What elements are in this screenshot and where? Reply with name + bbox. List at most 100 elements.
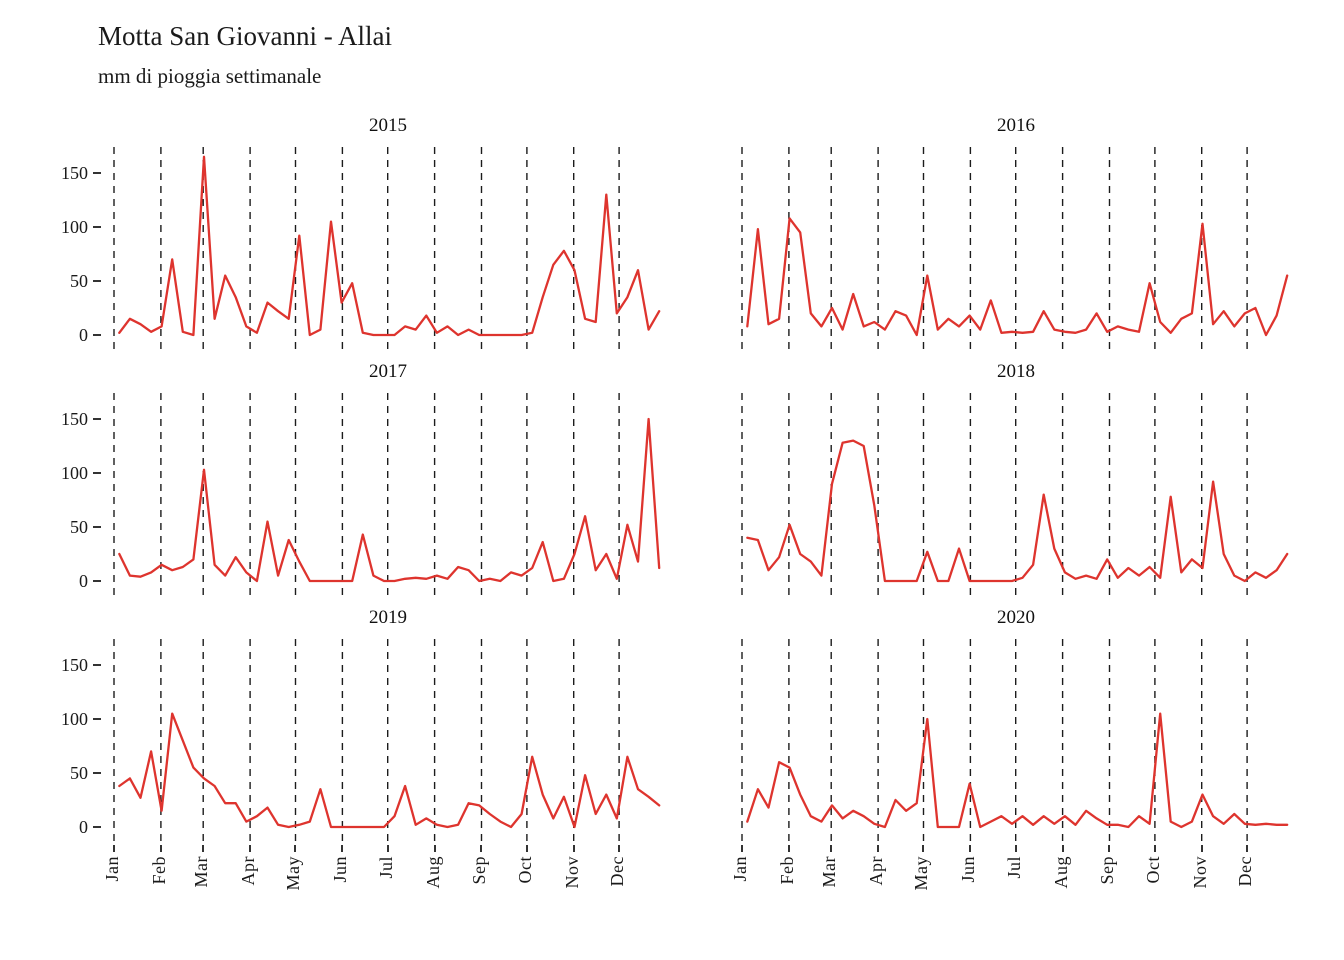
y-tick-mark	[93, 664, 101, 666]
x-tick-label-jul: Jul	[1003, 856, 1024, 879]
x-tick-label-sep: Sep	[469, 856, 490, 885]
facet-title-2019: 2019	[369, 607, 407, 628]
x-tick-mark	[572, 845, 575, 852]
x-axis-labels-left: Jan Feb Mar Apr May Jun Jul Aug Sep Oct Nov Dec	[102, 845, 674, 911]
spacer	[674, 353, 730, 391]
y-tick-mark	[93, 826, 101, 828]
x-tick-mark	[877, 845, 880, 852]
x-tick-mark	[787, 845, 790, 852]
x-tick-label-dec: Dec	[1235, 856, 1256, 887]
y-tick-label-50: 50	[70, 271, 88, 291]
facet-title-2018: 2018	[997, 361, 1035, 382]
rain-line-2019	[118, 712, 661, 829]
y-tick-mark	[93, 472, 101, 474]
facet-panel-2018	[741, 393, 1289, 595]
x-tick-mark	[741, 845, 743, 852]
y-tick-mark	[93, 772, 101, 774]
x-tick-mark	[386, 845, 389, 852]
rain-line-2016	[746, 217, 1289, 337]
spacer	[674, 391, 730, 599]
chart-subtitle: mm di pioggia settimanale	[98, 64, 322, 88]
x-tick-mark	[433, 845, 436, 852]
facet-panel-2020	[741, 639, 1289, 841]
x-tick-mark	[1200, 845, 1203, 852]
facet-title-2015: 2015	[369, 115, 407, 136]
x-tick-mark	[159, 845, 162, 852]
x-tick-label-aug: Aug	[422, 856, 443, 889]
x-tick-mark	[1108, 845, 1111, 852]
y-tick-label-0: 0	[79, 325, 88, 345]
x-tick-label-sep: Sep	[1097, 856, 1118, 885]
x-tick-label-jun: Jun	[330, 856, 351, 883]
x-tick-mark	[1061, 845, 1064, 852]
chart-title: Motta San Giovanni - Allai	[98, 21, 392, 51]
x-tick-label-apr: Apr	[238, 856, 259, 886]
facet-title-2017: 2017	[369, 361, 407, 382]
y-tick-mark	[93, 334, 101, 336]
x-tick-label-jun: Jun	[958, 856, 979, 883]
rain-line-2018	[746, 439, 1289, 583]
y-tick-label-150: 150	[61, 409, 88, 429]
x-tick-label-may: May	[911, 856, 932, 891]
x-tick-label-dec: Dec	[607, 856, 628, 887]
facet-title-2016: 2016	[997, 115, 1035, 136]
x-tick-mark	[830, 845, 833, 852]
y-tick-label-150: 150	[61, 163, 88, 183]
facet-grid: 2015 2016 0 50 100 150 2017 2018 0 50 100 150 …	[36, 103, 1314, 911]
x-tick-mark	[1246, 845, 1249, 852]
x-tick-label-apr: Apr	[866, 856, 887, 886]
x-tick-label-nov: Nov	[1189, 856, 1210, 889]
x-tick-label-jan: Jan	[730, 856, 750, 882]
facet-panel-2016	[741, 147, 1289, 349]
x-tick-mark	[525, 845, 528, 852]
rain-line-2015	[118, 155, 661, 337]
y-tick-label-100: 100	[61, 463, 88, 483]
x-tick-mark	[969, 845, 972, 852]
x-tick-mark	[1014, 845, 1017, 852]
x-tick-label-jul: Jul	[375, 856, 396, 879]
x-tick-label-aug: Aug	[1050, 856, 1071, 889]
y-tick-label-100: 100	[61, 709, 88, 729]
y-tick-mark	[93, 418, 101, 420]
x-tick-mark	[113, 845, 115, 852]
spacer	[36, 845, 102, 911]
rain-line-2020	[746, 712, 1289, 829]
y-tick-mark	[93, 526, 101, 528]
y-tick-label-100: 100	[61, 217, 88, 237]
x-tick-label-feb: Feb	[148, 856, 169, 885]
facet-panel-2019	[113, 639, 661, 841]
y-tick-mark	[93, 718, 101, 720]
spacer	[674, 103, 730, 145]
spacer	[674, 145, 730, 353]
rain-line-2017	[118, 417, 661, 583]
spacer	[674, 845, 730, 911]
x-tick-label-oct: Oct	[1142, 856, 1163, 884]
y-tick-mark	[93, 280, 101, 282]
spacer	[36, 353, 102, 391]
x-tick-mark	[341, 845, 344, 852]
y-axis-labels-row3: 0 50 100 150	[36, 637, 102, 845]
x-tick-label-mar: Mar	[819, 856, 840, 888]
x-tick-label-nov: Nov	[561, 856, 582, 889]
x-axis-labels-right: Jan Feb Mar Apr May Jun Jul Aug Sep Oct Nov Dec	[730, 845, 1302, 911]
x-tick-mark	[1153, 845, 1156, 852]
facet-title-2020: 2020	[997, 607, 1035, 628]
x-tick-label-mar: Mar	[191, 856, 212, 888]
y-axis-labels-row1: 0 50 100 150	[36, 145, 102, 353]
facet-panel-2017	[113, 393, 661, 595]
x-tick-label-jan: Jan	[102, 856, 122, 882]
x-tick-label-may: May	[283, 856, 304, 891]
y-tick-label-150: 150	[61, 655, 88, 675]
x-tick-label-feb: Feb	[776, 856, 797, 885]
spacer	[36, 103, 102, 145]
y-tick-label-0: 0	[79, 571, 88, 591]
y-tick-label-50: 50	[70, 763, 88, 783]
x-tick-mark	[202, 845, 205, 852]
y-axis-labels-row2: 0 50 100 150	[36, 391, 102, 599]
y-tick-mark	[93, 226, 101, 228]
x-tick-label-oct: Oct	[514, 856, 535, 884]
x-tick-mark	[294, 845, 297, 852]
x-tick-mark	[618, 845, 621, 852]
spacer	[36, 599, 102, 637]
